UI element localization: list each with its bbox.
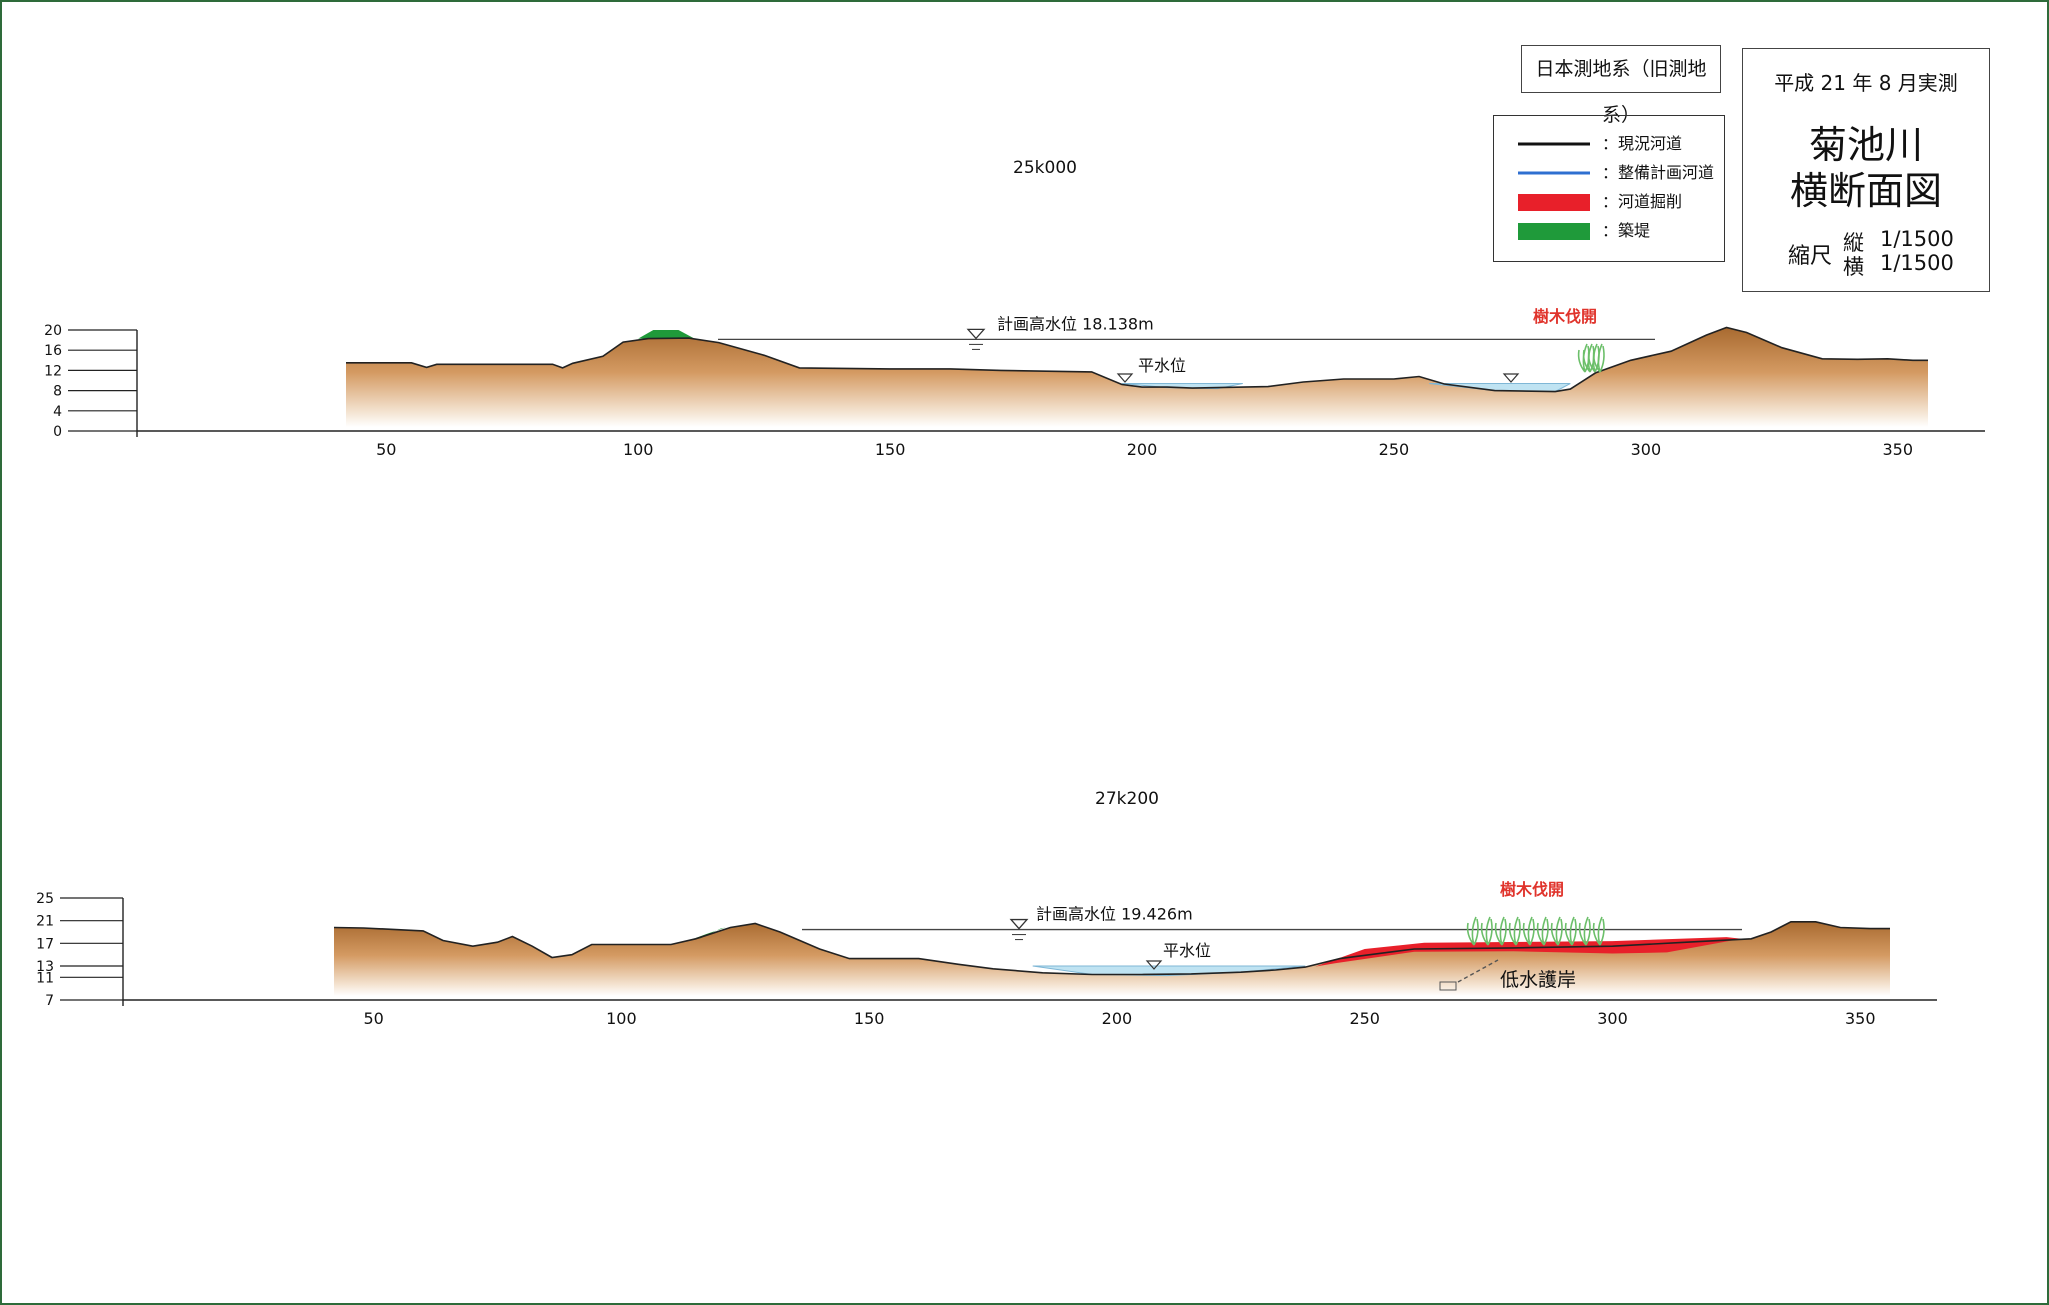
existing-ground-line xyxy=(333,920,1890,976)
legend-swatch-existing-line xyxy=(1518,142,1590,146)
x-tick-label: 150 xyxy=(854,1009,885,1028)
legend-label-planned: ：整備計画河道 xyxy=(1602,163,1715,182)
x-tick-label: 300 xyxy=(1597,1009,1628,1028)
vegetation-icon xyxy=(1577,343,1605,373)
vegetation-stroke xyxy=(1578,916,1591,946)
legend-item-excavation: ：河道掘削 xyxy=(1508,188,1718,216)
revetment-label: 低水護岸 xyxy=(1500,969,1576,991)
water-level-symbol xyxy=(1009,918,1029,930)
x-tick-label: 100 xyxy=(623,440,654,459)
x-tick-label: 250 xyxy=(1379,440,1410,459)
ground-fill xyxy=(334,921,1890,996)
water-level-symbol xyxy=(966,328,986,340)
tree-clearing-label: 樹木伐開 xyxy=(1500,880,1564,899)
datum-label: 日本測地系（旧測地系） xyxy=(1521,45,1721,126)
legend-swatch-embankment xyxy=(1518,223,1590,240)
x-tick-label: 350 xyxy=(1845,1009,1876,1028)
vegetation-stroke xyxy=(1592,343,1605,373)
legend: ：現況河道 ：整備計画河道 ：河道掘削 ：築堤 xyxy=(1493,115,1725,262)
x-tick-label: 100 xyxy=(606,1009,637,1028)
scale-horizontal-value: 1/1500 xyxy=(1880,251,1954,275)
y-tick-label: 17 xyxy=(36,936,54,952)
legend-swatch-planned-line xyxy=(1518,171,1590,175)
y-tick-label: 16 xyxy=(44,343,62,359)
x-tick-label: 50 xyxy=(363,1009,383,1028)
vegetation-stroke xyxy=(1522,916,1535,946)
section-label: 25k000 xyxy=(1013,158,1077,178)
survey-date: 平成 21 年 8 月実測 xyxy=(1774,71,1958,95)
ground-fill xyxy=(346,327,1928,427)
legend-item-embankment: ：築堤 xyxy=(1508,217,1718,245)
section-label: 27k200 xyxy=(1095,789,1159,809)
title-block: 平成 21 年 8 月実測 菊池川 横断面図 縮尺 縦 1/1500 横 1/1… xyxy=(1742,48,1990,292)
embankment-area xyxy=(638,330,694,339)
plan-hwl-label: 計画高水位 19.426m xyxy=(1036,905,1193,924)
y-tick-label: 25 xyxy=(36,891,54,907)
legend-item-planned-channel: ：整備計画河道 xyxy=(1508,159,1718,187)
vegetation-stroke xyxy=(1550,916,1563,946)
x-tick-label: 250 xyxy=(1349,1009,1380,1028)
plan-hwl-label: 計画高水位 18.138m xyxy=(997,314,1154,333)
y-tick-label: 7 xyxy=(45,993,54,1009)
x-tick-label: 50 xyxy=(376,440,396,459)
x-tick-label: 200 xyxy=(1127,440,1158,459)
vegetation-stroke xyxy=(1508,916,1521,946)
existing-ground-line xyxy=(346,326,1928,393)
normal-water-label: 平水位 xyxy=(1163,941,1211,960)
revetment-block-icon xyxy=(1439,981,1457,991)
normal-water-symbol xyxy=(1116,373,1134,383)
x-tick-label: 350 xyxy=(1882,440,1913,459)
y-tick-label: 0 xyxy=(53,424,62,440)
scale-label: 縮尺 xyxy=(1788,244,1833,269)
scale-vertical-label: 縦 xyxy=(1843,231,1864,255)
vegetation-stroke xyxy=(1536,916,1549,946)
legend-swatch-excavation xyxy=(1518,194,1590,211)
drawing-title: 横断面図 xyxy=(1789,169,1942,213)
scale-vertical-value: 1/1500 xyxy=(1880,227,1954,251)
y-tick-label: 11 xyxy=(36,970,54,986)
revetment-slope xyxy=(1457,959,1499,983)
x-tick-label: 300 xyxy=(1631,440,1662,459)
y-tick-label: 8 xyxy=(53,384,62,400)
normal-water-label: 平水位 xyxy=(1138,356,1186,375)
river-name: 菊池川 xyxy=(1808,123,1923,167)
y-tick-label: 13 xyxy=(36,959,54,975)
y-tick-label: 21 xyxy=(36,914,54,930)
vegetation-icon xyxy=(1466,916,1605,946)
vegetation-stroke xyxy=(1564,916,1577,946)
normal-water-symbol xyxy=(1502,373,1520,383)
legend-item-existing-channel: ：現況河道 xyxy=(1508,130,1718,158)
x-tick-label: 200 xyxy=(1102,1009,1133,1028)
y-tick-label: 4 xyxy=(53,404,62,420)
legend-label-excavation: ：河道掘削 xyxy=(1602,192,1683,211)
vegetation-stroke xyxy=(1480,916,1493,946)
scale-horizontal-label: 横 xyxy=(1843,255,1864,279)
legend-label-embankment: ：築堤 xyxy=(1602,221,1651,240)
vegetation-stroke xyxy=(1466,916,1479,946)
y-tick-label: 20 xyxy=(44,323,62,339)
normal-water-symbol xyxy=(1145,960,1163,970)
y-tick-label: 12 xyxy=(44,363,62,379)
vegetation-stroke xyxy=(1592,916,1605,946)
x-tick-label: 150 xyxy=(875,440,906,459)
legend-label-existing: ：現況河道 xyxy=(1602,134,1683,153)
tree-clearing-label: 樹木伐開 xyxy=(1533,307,1597,326)
vegetation-stroke xyxy=(1494,916,1507,946)
